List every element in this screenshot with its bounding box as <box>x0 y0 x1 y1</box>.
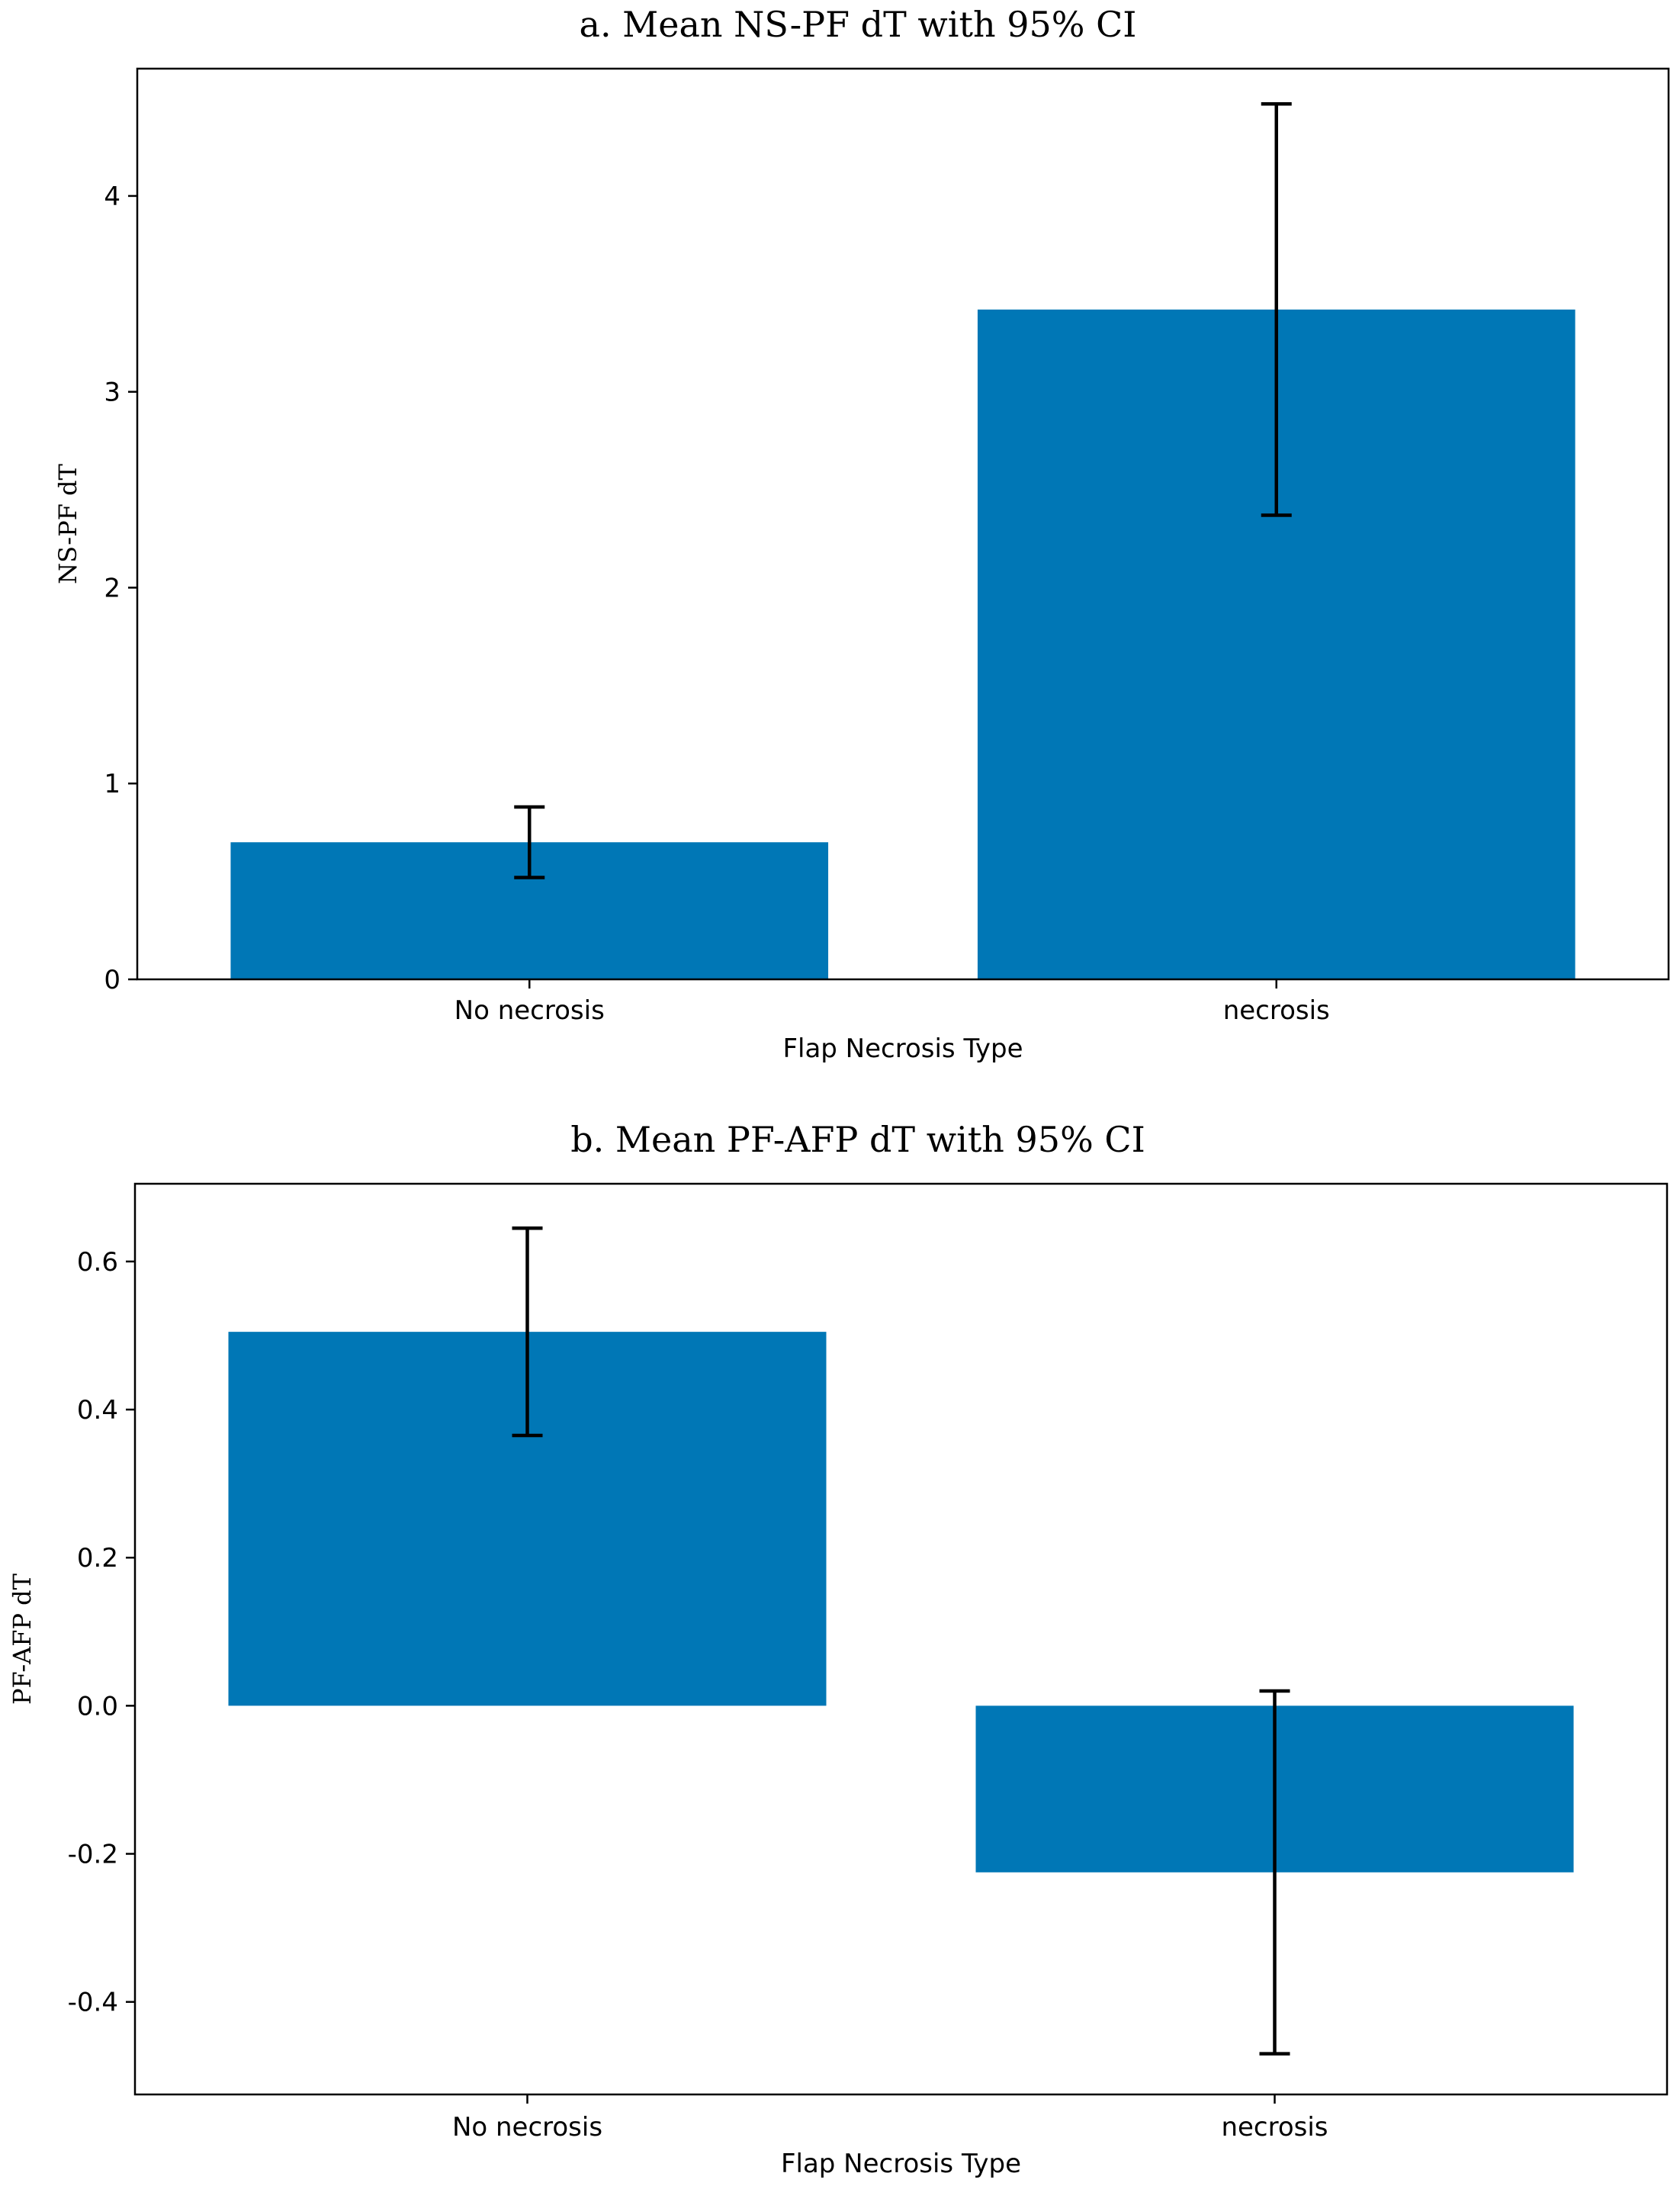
y-tick-label: 0.2 <box>77 1543 118 1574</box>
y-tick-label: -0.2 <box>68 1840 118 1870</box>
chart-title: b. Mean PF-AFP dT with 95% CI <box>570 1119 1145 1160</box>
chart-title: a. Mean NS-PF dT with 95% CI <box>580 4 1137 45</box>
x-tick-label: necrosis <box>1221 2112 1328 2143</box>
error-bar-necrosis <box>1259 1689 1290 2056</box>
error-bar-no-necrosis <box>512 1226 543 1438</box>
plot-frame <box>136 67 1670 981</box>
y-tick-label: 4 <box>104 182 120 212</box>
y-axis-label: PF-AFP dT <box>8 1573 37 1705</box>
y-tick-label: 0.4 <box>77 1395 118 1426</box>
y-tick-label: 0.6 <box>77 1247 118 1278</box>
y-tick-label: 0 <box>104 965 120 995</box>
x-tick-label: No necrosis <box>452 2112 602 2143</box>
chart-panel-b: -0.4 -0.2 0.0 0.2 0.4 0.6 No necrosis necrosis F… <box>8 1119 1669 2179</box>
y-tick-label: 2 <box>104 573 120 603</box>
y-tick-label: 1 <box>104 769 120 799</box>
x-axis-label: Flap Necrosis Type <box>782 1033 1023 1064</box>
y-axis-label: NS-PF dT <box>53 464 82 584</box>
x-tick-label: necrosis <box>1223 995 1330 1026</box>
y-tick-label: 3 <box>104 378 120 408</box>
y-tick-label: 0.0 <box>77 1691 118 1721</box>
x-tick-label: No necrosis <box>455 995 605 1026</box>
chart-panel-a: 0 1 2 3 4 No necrosis necrosis Flap Necrosis Ty… <box>53 4 1670 1064</box>
x-axis-label: Flap Necrosis Type <box>781 2149 1021 2179</box>
error-bar-no-necrosis <box>514 805 545 879</box>
y-tick-label: -0.4 <box>68 1988 118 2018</box>
error-bar-necrosis <box>1261 101 1292 517</box>
plot-frame <box>133 1182 1669 2096</box>
